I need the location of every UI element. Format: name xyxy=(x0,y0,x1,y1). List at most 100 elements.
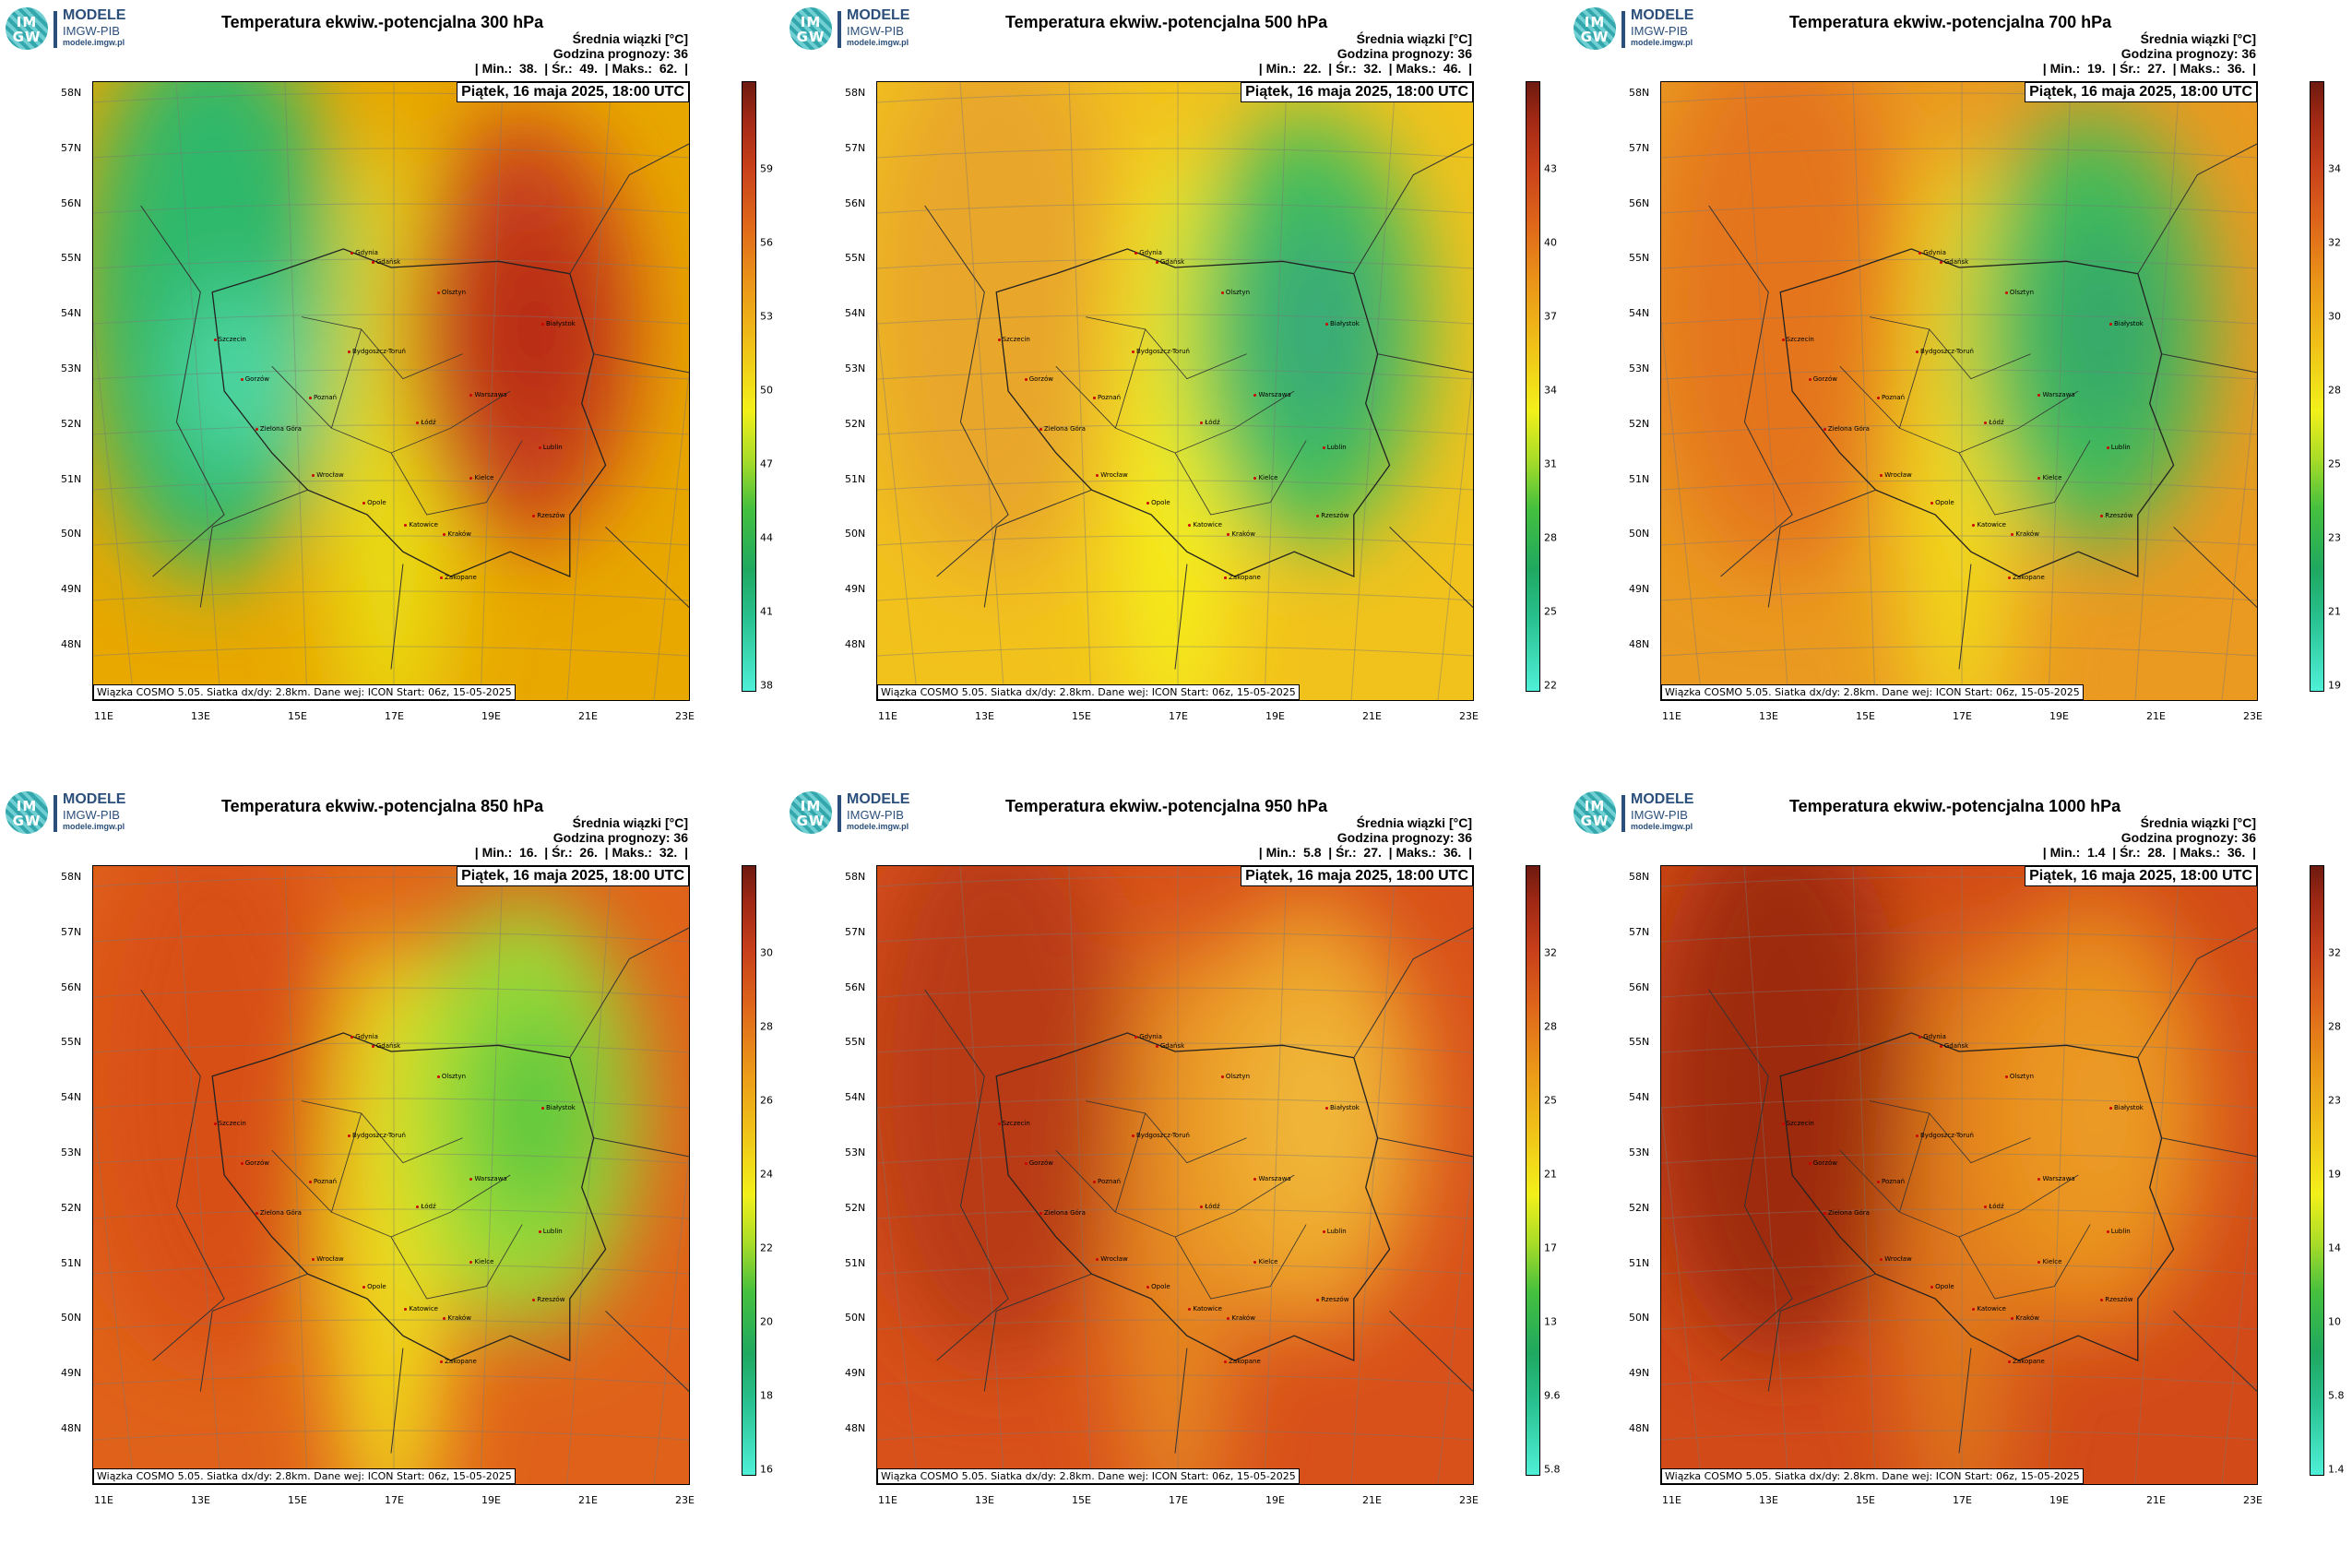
longitude-line xyxy=(1264,82,1288,700)
city-label: Katowice xyxy=(1972,1304,2006,1313)
longitude-label: 23E xyxy=(1459,1494,1479,1506)
latitude-label: 55N xyxy=(845,252,866,265)
latitude-line xyxy=(93,1042,689,1053)
neighbour-borders xyxy=(1708,143,2257,670)
stats-separator: | xyxy=(2245,845,2256,860)
stat-min: 5.8 xyxy=(1303,845,1322,860)
latitude-label: 55N xyxy=(1629,252,1650,265)
city-label: Opole xyxy=(1146,1283,1170,1291)
latitude-label: 54N xyxy=(1629,307,1650,320)
city-label: Katowice xyxy=(1188,520,1222,529)
latitude-line xyxy=(93,424,689,435)
stat-max: 46. xyxy=(1443,61,1462,76)
longitude-label: 13E xyxy=(1759,1494,1778,1506)
city-label: Wrocław xyxy=(312,1255,344,1264)
stat-mean: 28. xyxy=(2147,845,2166,860)
stats-separator: | Maks.: xyxy=(1381,61,1443,76)
latitude-label: 52N xyxy=(845,1201,866,1214)
voivodeship-borders xyxy=(1055,1100,1307,1300)
latitude-line xyxy=(877,535,1473,546)
longitude-label: 17E xyxy=(1169,710,1188,722)
longitude-label: 15E xyxy=(1072,710,1091,722)
logo-divider xyxy=(1621,11,1625,48)
latitude-label: 51N xyxy=(1629,1256,1650,1269)
logo-mark-top: IM xyxy=(1584,14,1606,30)
latitude-line xyxy=(93,987,689,998)
forecast-hour-label: Godzina prognozy: 36 xyxy=(1336,830,1472,845)
latitude-label: 49N xyxy=(845,1367,866,1380)
latitude-label: 56N xyxy=(61,196,82,209)
city-label: Gdańsk xyxy=(1939,1041,1969,1050)
city-label: Rzeszów xyxy=(532,511,565,519)
longitude-label: 13E xyxy=(975,1494,994,1506)
latitude-line xyxy=(877,1208,1473,1219)
forecast-hour-label: Godzina prognozy: 36 xyxy=(2120,46,2256,61)
longitude-label: 19E xyxy=(1265,1494,1285,1506)
color-scale-ticks: 43 40 37 34 31 28 25 22 xyxy=(1544,81,1581,692)
color-scale-tick: 30 xyxy=(760,946,773,959)
color-scale-tick: 23 xyxy=(2328,531,2341,544)
city-label: Katowice xyxy=(1188,1304,1222,1313)
logo-mark-top: IM xyxy=(800,14,822,30)
color-scale-ticks: 59 56 53 50 47 44 41 38 xyxy=(760,81,797,692)
imgw-logo: IM GW MODELE IMGW-PIB modele.imgw.pl xyxy=(6,7,144,52)
city-label: Zakopane xyxy=(440,573,477,581)
city-label: Białystok xyxy=(540,1103,576,1111)
logo-mark-icon: IM GW xyxy=(6,7,48,50)
city-label: Katowice xyxy=(1972,520,2006,529)
longitude-line xyxy=(1437,369,1473,700)
stats-separator: | Maks.: xyxy=(1381,845,1443,860)
longitude-label: 13E xyxy=(975,710,994,722)
city-label: Białystok xyxy=(1324,1103,1360,1111)
city-label: Wrocław xyxy=(1880,471,1912,480)
latitude-line xyxy=(1661,480,2257,491)
forecast-panel: IM GW MODELE IMGW-PIB modele.imgw.pl Temperat… xyxy=(1568,0,2352,784)
city-label: Warszawa xyxy=(469,391,507,398)
latitude-label: 53N xyxy=(61,362,82,374)
city-label: Szczecin xyxy=(997,1119,1030,1127)
latitude-label: 50N xyxy=(61,1312,82,1324)
color-scale-tick: 43 xyxy=(1544,162,1557,175)
latitude-label: 49N xyxy=(61,1367,82,1380)
city-label: Gorzów xyxy=(240,1159,269,1168)
latitude-line xyxy=(93,148,689,159)
latitude-label: 52N xyxy=(845,417,866,430)
logo-divider xyxy=(837,795,841,832)
latitude-line xyxy=(1661,987,2257,998)
panel-title: Temperatura ekwiw.-potencjalna 500 hPa xyxy=(1005,13,1328,31)
color-scale-tick: 32 xyxy=(2328,236,2341,249)
latitude-line xyxy=(877,480,1473,491)
city-label: Warszawa xyxy=(1253,1175,1291,1182)
stats-separator: | Śr.: xyxy=(537,845,580,860)
model-info-footer: Wiązka COSMO 5.05. Siatka dx/dy: 2.8km. … xyxy=(877,1468,1300,1484)
field-west-zone xyxy=(1661,866,1912,1360)
map-area: Gdańsk Olsztyn Gdynia Białystok Szczecin Bydg… xyxy=(92,865,690,1485)
city-label: Warszawa xyxy=(2037,391,2075,398)
color-scale-tick: 24 xyxy=(760,1168,773,1181)
city-label: Szczecin xyxy=(213,335,246,343)
color-scale-bar xyxy=(742,865,756,1476)
color-scale-tick: 13 xyxy=(1544,1315,1557,1328)
logo-mark-icon: IM GW xyxy=(790,7,832,50)
panel-title: Temperatura ekwiw.-potencjalna 300 hPa xyxy=(221,13,544,31)
forecast-panel: IM GW MODELE IMGW-PIB modele.imgw.pl Temperat… xyxy=(0,0,784,784)
color-scale-tick: 28 xyxy=(2328,1020,2341,1033)
panel-title: Temperatura ekwiw.-potencjalna 700 hPa xyxy=(1789,13,2112,31)
logo-mark-icon: IM GW xyxy=(1574,7,1616,50)
longitude-line xyxy=(1350,866,1396,1484)
latitude-line xyxy=(1661,258,2257,269)
color-scale-bar xyxy=(1526,865,1540,1476)
stats-line: | Min.: 1.4 | Śr.: 28. | Maks.: 36. | xyxy=(2043,845,2256,860)
city-label: Kraków xyxy=(443,529,471,538)
stat-max: 32. xyxy=(659,845,678,860)
color-scale-tick: 25 xyxy=(2328,457,2341,470)
latitude-label: 53N xyxy=(61,1146,82,1158)
longitude-label: 21E xyxy=(1362,710,1382,722)
city-label: Bydgoszcz-Toruń xyxy=(1132,348,1190,356)
latitude-label: 58N xyxy=(845,87,866,99)
latitude-label: 57N xyxy=(1629,925,1650,938)
city-label: Warszawa xyxy=(2037,1175,2075,1182)
lat-lon-grid xyxy=(1661,82,2257,700)
stat-max: 36. xyxy=(1443,845,1462,860)
valid-date-label: Piątek, 16 maja 2025, 18:00 UTC xyxy=(457,866,689,886)
